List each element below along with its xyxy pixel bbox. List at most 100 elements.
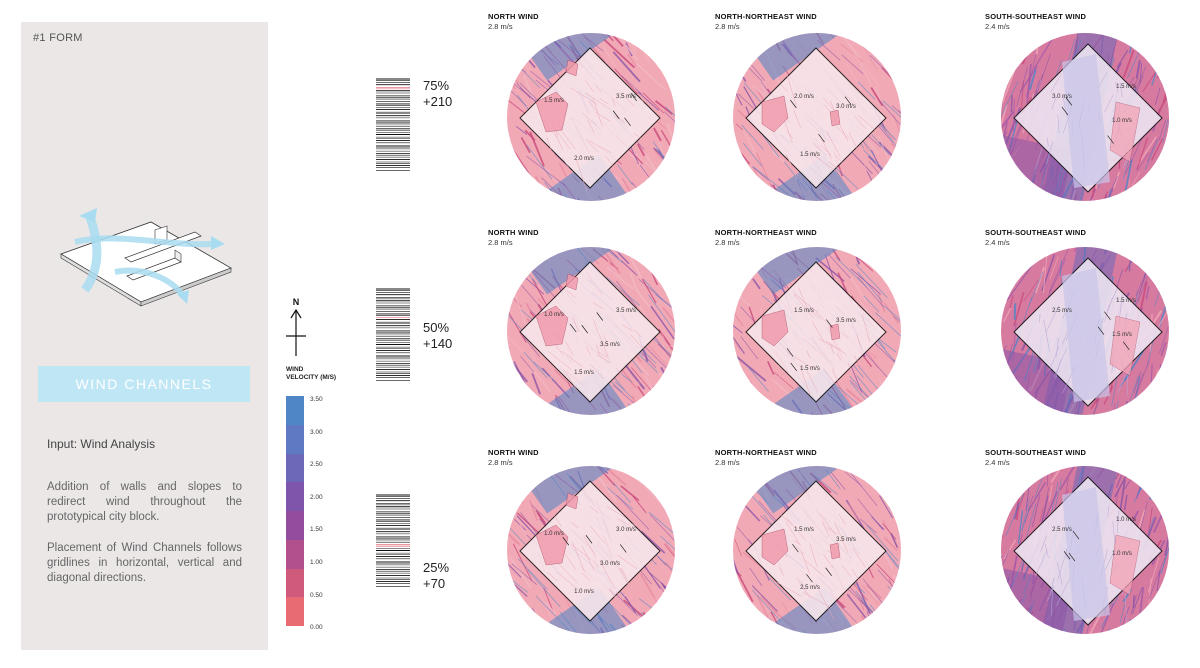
wind-disc-graphic	[1001, 247, 1169, 415]
row-percent: 50%	[423, 320, 450, 335]
cell-wind-speed: 2.8 m/s	[715, 22, 740, 31]
row-percent: 75%	[423, 78, 450, 93]
cell-wind-speed: 2.4 m/s	[985, 238, 1010, 247]
wind-disc-graphic	[507, 247, 675, 415]
velocity-label: 1.0 m/s	[544, 531, 564, 537]
row-label-75: 75% +210	[423, 78, 452, 110]
velocity-label: 3.0 m/s	[616, 527, 636, 533]
scale-tick-label: 0.50	[310, 591, 323, 599]
scale-swatch	[286, 453, 304, 483]
velocity-label: 1.5 m/s	[800, 366, 820, 372]
cell-title: NORTH-NORTHEAST WIND	[715, 12, 817, 21]
velocity-label: 1.5 m/s	[794, 308, 814, 314]
cell-title: NORTH WIND	[488, 12, 539, 21]
wind-disc-graphic	[1001, 466, 1169, 634]
input-value: Wind Analysis	[80, 437, 156, 451]
velocity-label: 3.5 m/s	[616, 308, 636, 314]
velocity-label: 1.5 m/s	[794, 527, 814, 533]
wind-disc: 1.0 m/s 3.5 m/s 1.5 m/s 3.5 m/s	[506, 246, 676, 416]
wind-disc-graphic	[507, 466, 675, 634]
wind-channel-isometric-diagram	[60, 208, 232, 307]
height-barcode-75	[376, 78, 410, 171]
velocity-label: 2.5 m/s	[800, 585, 820, 591]
wind-disc-graphic	[733, 466, 901, 634]
velocity-label: 1.0 m/s	[1112, 118, 1132, 124]
scale-swatch	[286, 482, 304, 511]
scale-swatch	[286, 396, 304, 425]
velocity-label: 1.5 m/s	[1116, 84, 1136, 90]
form-panel: #1 FORM WIND CHANNELS Input: Wind Analys…	[21, 22, 268, 650]
wind-disc-graphic	[507, 33, 675, 201]
cell-wind-speed: 2.8 m/s	[488, 458, 513, 467]
north-label: N	[293, 297, 300, 307]
scale-tick-label: 3.50	[310, 396, 323, 403]
input-line: Input: Wind Analysis	[47, 437, 155, 451]
wind-disc-graphic	[733, 247, 901, 415]
cell-title: SOUTH-SOUTHEAST WIND	[985, 228, 1087, 237]
wind-disc: 3.0 m/s 1.5 m/s 1.0 m/s	[1000, 32, 1170, 202]
row-label-50: 50% +140	[423, 320, 452, 352]
cell-title: NORTH-NORTHEAST WIND	[715, 228, 817, 237]
scale-tick-label: 0.00	[310, 624, 323, 632]
velocity-label: 2.0 m/s	[794, 94, 814, 100]
description-placement: Placement of Wind Channels follows gridl…	[47, 542, 242, 584]
wind-disc: 1.5 m/s 3.5 m/s 2.0 m/s	[506, 32, 676, 202]
wind-disc-graphic	[733, 33, 901, 201]
scale-swatch	[286, 568, 304, 598]
cell-wind-speed: 2.8 m/s	[715, 238, 740, 247]
wind-disc: 2.5 m/s 1.5 m/s 1.5 m/s	[1000, 246, 1170, 416]
velocity-label: 3.5 m/s	[836, 537, 856, 543]
scale-tick-label: 3.00	[310, 428, 323, 436]
wind-channels-banner: WIND CHANNELS	[38, 366, 250, 402]
cell-title: NORTH WIND	[488, 228, 539, 237]
scale-tick-label: 1.00	[310, 559, 323, 566]
form-label: #1 FORM	[33, 32, 83, 44]
scale-tick-label: 1.50	[310, 526, 323, 534]
row-percent: 25%	[423, 560, 450, 575]
velocity-label: 3.5 m/s	[600, 342, 620, 348]
scale-swatch	[286, 539, 304, 569]
north-arrow-icon: N	[286, 297, 306, 356]
legend-title-line1: WIND	[286, 366, 304, 373]
velocity-label: 1.0 m/s	[1116, 517, 1136, 523]
scale-tick-label: 2.00	[310, 493, 323, 501]
row-label-25: 25% +70	[423, 560, 449, 592]
velocity-label: 3.0 m/s	[1052, 94, 1072, 100]
cell-title: SOUTH-SOUTHEAST WIND	[985, 448, 1087, 457]
cell-wind-speed: 2.4 m/s	[985, 458, 1010, 467]
row-height: +210	[423, 94, 453, 109]
cell-wind-speed: 2.8 m/s	[488, 238, 513, 247]
cell-wind-speed: 2.8 m/s	[488, 22, 513, 31]
velocity-label: 1.5 m/s	[574, 370, 594, 376]
velocity-label: 3.5 m/s	[616, 94, 636, 100]
velocity-label: 1.0 m/s	[574, 589, 594, 595]
velocity-label: 1.5 m/s	[1116, 298, 1136, 304]
velocity-label: 2.5 m/s	[1052, 527, 1072, 533]
scale-swatch	[286, 597, 304, 626]
scale-swatch	[286, 424, 304, 454]
input-label: Input:	[47, 437, 78, 451]
velocity-color-scale	[286, 396, 304, 626]
velocity-label: 3.5 m/s	[836, 318, 856, 324]
row-height: +140	[423, 336, 453, 351]
height-barcode-50	[376, 288, 410, 381]
velocity-label: 1.5 m/s	[800, 152, 820, 158]
velocity-label: 2.0 m/s	[574, 156, 594, 162]
velocity-label: 1.0 m/s	[1112, 551, 1132, 557]
velocity-label: 1.5 m/s	[1112, 332, 1132, 338]
velocity-label: 1.5 m/s	[544, 98, 564, 104]
velocity-label: 2.5 m/s	[1052, 308, 1072, 314]
cell-wind-speed: 2.4 m/s	[985, 22, 1010, 31]
wind-disc-graphic	[1001, 33, 1169, 201]
row-height: +70	[423, 576, 446, 591]
scale-swatch	[286, 511, 304, 540]
cell-title: NORTH-NORTHEAST WIND	[715, 448, 817, 457]
legend-title: WIND VELOCITY (M/S)	[286, 366, 336, 382]
velocity-label: 1.0 m/s	[544, 312, 564, 318]
wind-disc: 1.5 m/s 3.5 m/s 1.5 m/s	[732, 246, 902, 416]
cell-wind-speed: 2.8 m/s	[715, 458, 740, 467]
height-barcode-25	[376, 494, 410, 587]
legend-title-line2: VELOCITY (M/S)	[286, 374, 337, 381]
velocity-label: 3.0 m/s	[600, 561, 620, 567]
cell-title: SOUTH-SOUTHEAST WIND	[985, 12, 1087, 21]
